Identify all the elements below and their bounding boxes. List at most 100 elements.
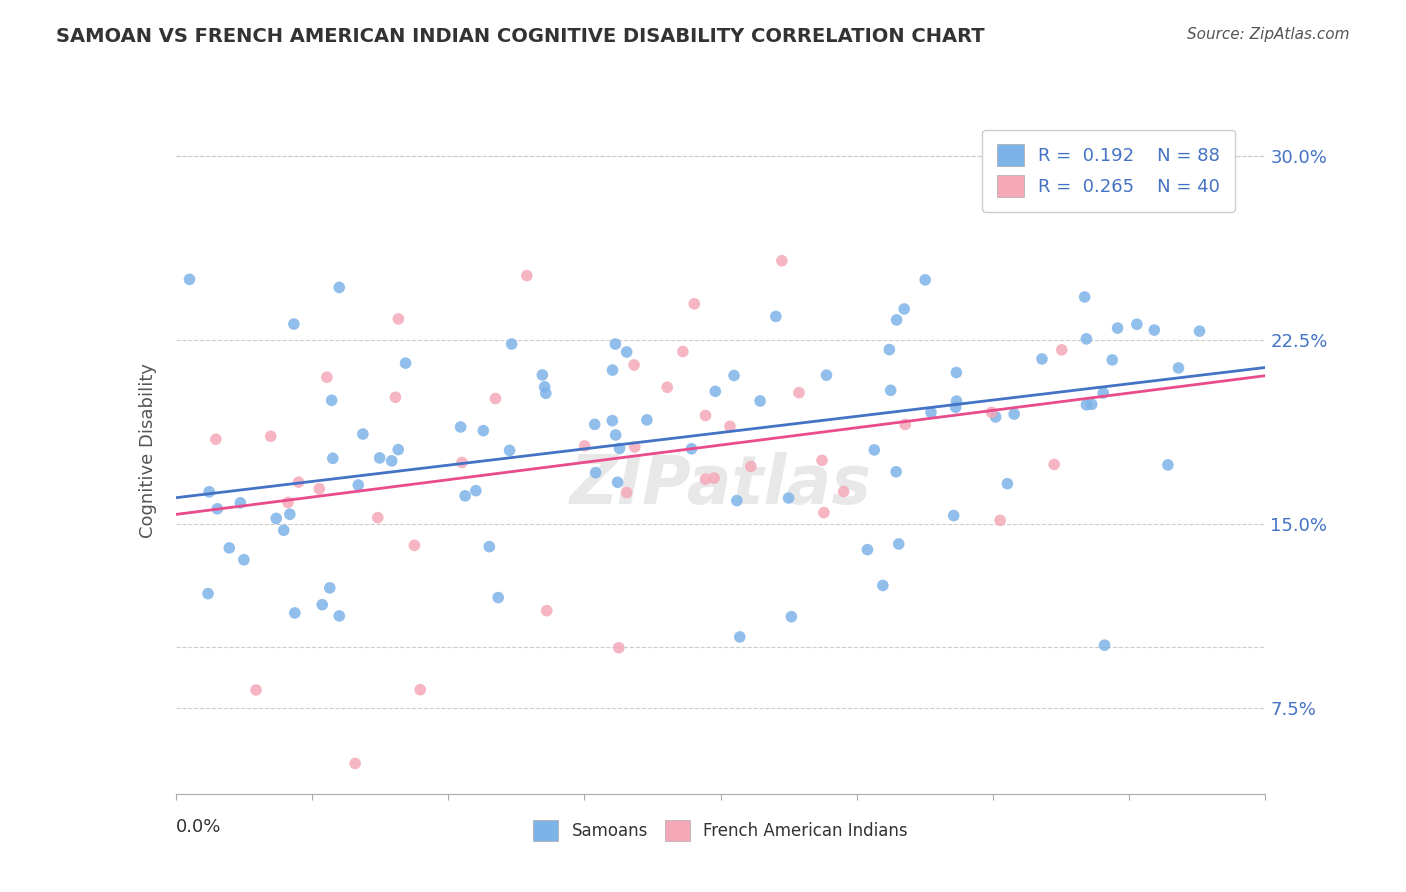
Point [381,454,404,468]
Point [409,682,432,697]
Point [583,417,606,432]
Point [498,443,520,458]
Point [218,541,240,555]
Point [232,553,254,567]
Point [879,343,901,357]
Point [1126,317,1149,331]
Point [695,409,717,423]
Point [780,609,803,624]
Point [384,390,406,404]
Point [1164,186,1187,201]
Point [533,380,555,394]
Point [1031,351,1053,366]
Point [273,523,295,537]
Point [718,419,741,434]
Point [1002,407,1025,421]
Point [264,511,287,525]
Point [749,394,772,409]
Point [284,606,307,620]
Point [478,540,501,554]
Point [681,442,703,456]
Point [616,485,638,500]
Point [995,476,1018,491]
Point [704,384,727,399]
Point [778,491,800,505]
Point [260,429,283,443]
Point [387,312,409,326]
Text: SAMOAN VS FRENCH AMERICAN INDIAN COGNITIVE DISABILITY CORRELATION CHART: SAMOAN VS FRENCH AMERICAN INDIAN COGNITI… [56,27,984,45]
Point [205,432,228,446]
Point [367,510,389,524]
Point [472,424,495,438]
Point [945,394,967,409]
Y-axis label: Cognitive Disability: Cognitive Disability [139,363,157,538]
Point [1107,321,1129,335]
Point [516,268,538,283]
Point [887,537,910,551]
Point [884,465,907,479]
Point [1043,458,1066,472]
Point [725,493,748,508]
Point [942,508,965,523]
Point [1094,638,1116,652]
Point [197,586,219,600]
Point [607,640,630,655]
Point [454,489,477,503]
Point [245,683,267,698]
Point [832,484,855,499]
Point [770,253,793,268]
Point [1143,323,1166,337]
Point [703,471,725,485]
Point [920,405,942,419]
Text: 0.0%: 0.0% [176,818,221,836]
Legend: Samoans, French American Indians: Samoans, French American Indians [527,814,914,847]
Point [352,427,374,442]
Point [283,317,305,331]
Point [501,337,523,351]
Point [328,280,350,294]
Point [872,578,894,592]
Point [623,440,645,454]
Point [657,380,679,394]
Text: ZIPatlas: ZIPatlas [569,452,872,517]
Point [945,366,967,380]
Point [319,581,342,595]
Point [486,591,509,605]
Point [616,345,638,359]
Point [1080,397,1102,411]
Point [886,313,908,327]
Point [394,356,416,370]
Point [179,272,201,286]
Point [723,368,745,383]
Point [740,459,762,474]
Point [914,273,936,287]
Point [811,453,834,467]
Point [609,442,631,456]
Point [988,513,1011,527]
Point [856,542,879,557]
Point [602,414,624,428]
Point [207,501,229,516]
Point [450,420,472,434]
Point [198,484,221,499]
Point [1076,398,1098,412]
Point [368,450,391,465]
Point [321,393,343,408]
Point [945,401,967,415]
Point [534,386,557,401]
Point [605,428,627,442]
Point [308,482,330,496]
Point [322,451,344,466]
Point [328,608,350,623]
Point [863,442,886,457]
Point [894,417,917,432]
Point [879,384,901,398]
Point [765,310,787,324]
Point [787,385,810,400]
Point [277,495,299,509]
Point [344,756,367,771]
Point [315,370,337,384]
Point [1050,343,1073,357]
Point [672,344,695,359]
Point [1076,332,1098,346]
